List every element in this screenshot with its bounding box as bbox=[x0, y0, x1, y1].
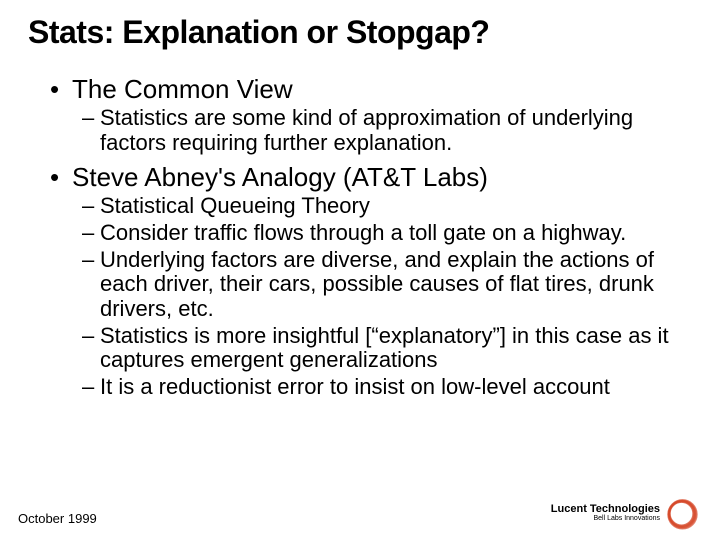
bullet-level2: –Statistical Queueing Theory bbox=[82, 194, 692, 219]
lucent-brand-line1: Lucent Technologies bbox=[551, 504, 660, 515]
bullet-dot-icon: • bbox=[50, 163, 72, 192]
slide-title: Stats: Explanation or Stopgap? bbox=[28, 14, 692, 51]
bullet-level2: –Statistics are some kind of approximati… bbox=[82, 106, 692, 155]
bullet-level1: •The Common View bbox=[50, 75, 692, 104]
bullet-level2: –Statistics is more insightful [“explana… bbox=[82, 324, 692, 373]
bullet-level1-text: The Common View bbox=[72, 75, 293, 104]
slide: Stats: Explanation or Stopgap? •The Comm… bbox=[0, 0, 720, 540]
lucent-logo: Lucent Technologies Bell Labs Innovation… bbox=[551, 498, 698, 530]
bullet-level2-text: Underlying factors are diverse, and expl… bbox=[100, 248, 692, 322]
bullet-level2: –Consider traffic flows through a toll g… bbox=[82, 221, 692, 246]
bullet-dash-icon: – bbox=[82, 324, 100, 349]
bullet-dash-icon: – bbox=[82, 375, 100, 400]
bullet-level2-text: Statistics are some kind of approximatio… bbox=[100, 106, 692, 155]
bullet-level2-text: Statistics is more insightful [“explanat… bbox=[100, 324, 692, 373]
lucent-logo-text: Lucent Technologies Bell Labs Innovation… bbox=[551, 504, 660, 523]
lucent-ring-icon bbox=[666, 498, 698, 530]
bullet-dash-icon: – bbox=[82, 106, 100, 131]
bullet-level2: –It is a reductionist error to insist on… bbox=[82, 375, 692, 400]
bullet-level2-text: Statistical Queueing Theory bbox=[100, 194, 370, 219]
footer-date: October 1999 bbox=[18, 511, 97, 526]
lucent-brand-line2: Bell Labs Innovations bbox=[551, 515, 660, 523]
bullet-level2: –Underlying factors are diverse, and exp… bbox=[82, 248, 692, 322]
bullet-dash-icon: – bbox=[82, 194, 100, 219]
bullet-dash-icon: – bbox=[82, 221, 100, 246]
bullet-level2-text: Consider traffic flows through a toll ga… bbox=[100, 221, 626, 246]
bullet-level1: •Steve Abney's Analogy (AT&T Labs) bbox=[50, 163, 692, 192]
content-area: •The Common View–Statistics are some kin… bbox=[28, 75, 692, 399]
bullet-level2-text: It is a reductionist error to insist on … bbox=[100, 375, 610, 400]
bullet-dot-icon: • bbox=[50, 75, 72, 104]
bullet-dash-icon: – bbox=[82, 248, 100, 273]
bullet-level1-text: Steve Abney's Analogy (AT&T Labs) bbox=[72, 163, 488, 192]
